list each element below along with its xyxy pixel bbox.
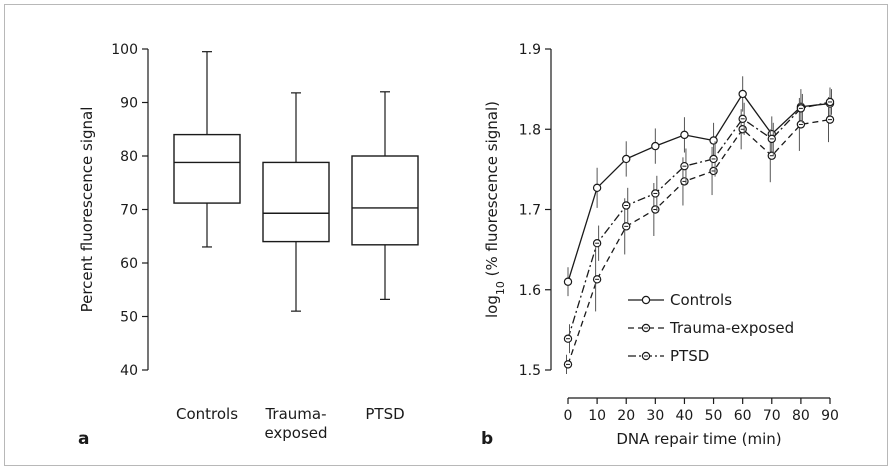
x-tick-label: 30 <box>646 408 664 424</box>
box-2: Trauma-exposed <box>262 92 330 442</box>
legend: Controls Trauma-exposed PTSD <box>628 291 794 365</box>
y-tick-label: 1.5 <box>519 363 541 379</box>
x-category-label: PTSD <box>365 405 404 423</box>
series-line <box>567 92 831 282</box>
x-tick-label: 10 <box>588 408 606 424</box>
box-1: Controls <box>173 51 241 423</box>
y-tick-label: 1.6 <box>519 283 541 299</box>
x-category-label: Controls <box>176 405 238 423</box>
y-tick-label: 1.7 <box>519 203 541 219</box>
x-tick-label: 50 <box>705 408 723 424</box>
x-tick-label: 0 <box>564 408 573 424</box>
data-point <box>592 183 602 193</box>
series-controls <box>563 76 835 297</box>
box-3: PTSD <box>351 91 419 423</box>
y-axis-title-subscript: 10 <box>494 281 507 295</box>
x-category-label: exposed <box>264 424 327 442</box>
y-tick-label: 80 <box>120 149 138 165</box>
legend-marker <box>641 295 651 305</box>
y-tick-label: 90 <box>120 96 138 112</box>
legend-label: PTSD <box>670 347 709 365</box>
panel-a-chart: 40 50 60 70 80 90 100 Percent fluorescence sign… <box>78 42 419 449</box>
data-point <box>622 154 631 164</box>
y-tick-label: 100 <box>111 42 138 58</box>
series-line <box>567 101 831 339</box>
data-point <box>680 130 689 140</box>
y-axis-title-log: log <box>483 295 501 318</box>
y-tick-label: 40 <box>120 363 138 379</box>
panel-a-letter: a <box>78 429 89 449</box>
x-tick-label: 70 <box>763 408 781 424</box>
x-tick-label: 20 <box>617 408 635 424</box>
x-tick-label: 60 <box>734 408 752 424</box>
data-point <box>738 89 747 99</box>
y-tick-label: 1.8 <box>519 122 541 138</box>
iqr-box <box>351 155 419 246</box>
data-point <box>651 141 660 151</box>
y-tick-label: 60 <box>120 256 138 272</box>
data-point <box>709 136 718 145</box>
series-ptsd <box>563 89 835 354</box>
y-tick-label: 1.9 <box>519 42 541 58</box>
y-tick-label: 50 <box>120 310 138 326</box>
x-tick-label: 80 <box>792 408 810 424</box>
legend-label: Trauma-exposed <box>669 319 794 337</box>
y-axis-title: log10 (% fluorescence signal) <box>483 101 507 318</box>
iqr-box <box>262 161 330 243</box>
panel-b-chart: 1.5 1.6 1.7 1.8 1.9 0 10 20 30 40 50 60 70 80 90 DNA re… <box>481 42 839 449</box>
legend-label: Controls <box>670 291 732 309</box>
data-point <box>563 277 573 286</box>
series-line <box>567 118 831 365</box>
series-trauma-exposed <box>563 97 835 375</box>
x-category-label: Trauma- <box>264 405 326 423</box>
x-tick-label: 40 <box>676 408 694 424</box>
figure-frame <box>4 4 888 466</box>
y-tick-label: 70 <box>120 203 138 219</box>
x-axis-title: DNA repair time (min) <box>616 430 781 448</box>
y-axis-title: Percent fluorescence signal <box>78 107 96 313</box>
x-tick-label: 90 <box>821 408 839 424</box>
panel-b-letter: b <box>481 429 493 449</box>
y-axis-title-rest: (% fluorescence signal) <box>483 101 501 281</box>
iqr-box <box>173 133 241 204</box>
